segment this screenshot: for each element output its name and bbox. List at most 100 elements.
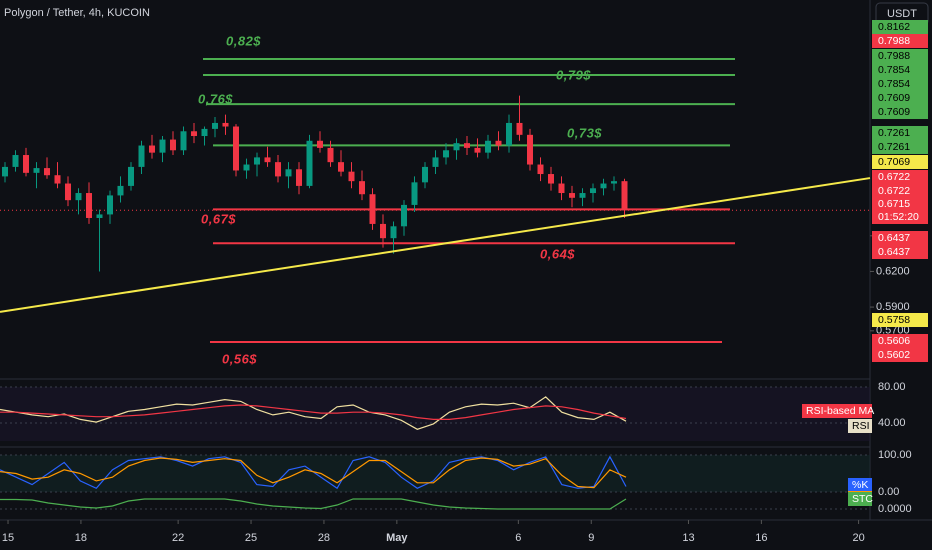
price-tag-label: 0.6722 xyxy=(878,171,910,183)
candle-body xyxy=(75,193,82,201)
price-tag xyxy=(872,63,928,77)
price-tag-label: 0.6437 xyxy=(878,246,910,258)
price-tag-label: 0.7261 xyxy=(878,127,910,139)
candle-body xyxy=(474,147,481,153)
pane-tick-label: 100.00 xyxy=(878,449,912,461)
x-tick-label: 15 xyxy=(2,532,14,544)
candle-body xyxy=(44,168,50,176)
candle-body xyxy=(516,122,523,135)
candle-body xyxy=(338,162,344,172)
panes xyxy=(0,0,932,521)
x-tick-label: 13 xyxy=(682,532,694,544)
candle-body xyxy=(306,140,313,186)
candle-body xyxy=(453,143,460,151)
pane-tick-label: 80.00 xyxy=(878,381,906,393)
price-tag-label: 0.7609 xyxy=(878,92,910,104)
candle-body xyxy=(495,140,502,146)
price-tag xyxy=(872,91,928,105)
candle-body xyxy=(411,182,418,205)
candle-body xyxy=(212,122,218,129)
candle-body xyxy=(285,169,292,177)
level-annotation: 0,82$ xyxy=(226,33,261,48)
candle-body xyxy=(569,193,575,198)
candle-body xyxy=(558,183,565,194)
price-tag-label: 0.5758 xyxy=(878,314,910,326)
indicator-tag-label: STC xyxy=(852,493,873,505)
price-tag-label: 0.5606 xyxy=(878,335,910,347)
price-tag xyxy=(872,348,928,362)
x-tick-label: 9 xyxy=(588,532,594,544)
last-price-label: 0.6715 xyxy=(878,198,910,210)
price-tag xyxy=(872,20,928,34)
level-annotation: 0,64$ xyxy=(540,246,575,261)
x-tick-label: 18 xyxy=(75,532,87,544)
indicator-line xyxy=(0,457,627,489)
candle-body xyxy=(380,223,386,239)
x-tick-label: 20 xyxy=(852,532,864,544)
candle-body xyxy=(149,145,155,153)
level-annotation: 0,73$ xyxy=(567,125,602,140)
candle-body xyxy=(527,134,533,165)
candle-body xyxy=(401,204,407,227)
price-tag xyxy=(872,140,928,154)
price-tag xyxy=(872,231,928,245)
stoch-band xyxy=(0,455,870,492)
candle-body xyxy=(443,150,449,158)
level-annotation: 0,56$ xyxy=(222,351,257,366)
price-tag xyxy=(872,126,928,140)
price-tag-label: 0.5602 xyxy=(878,349,910,361)
candle-body xyxy=(621,181,628,211)
price-tag xyxy=(872,313,928,327)
x-tick-label: 28 xyxy=(318,532,330,544)
candle-body xyxy=(23,155,29,173)
candle-body xyxy=(159,139,166,153)
candle-body xyxy=(317,140,323,148)
price-tag xyxy=(872,49,928,63)
candle-body xyxy=(180,131,187,151)
x-tick-label: 25 xyxy=(245,532,257,544)
candle-body xyxy=(243,164,250,171)
candle-body xyxy=(537,164,544,175)
price-tag-label: 0.7069 xyxy=(878,156,910,168)
candle-body xyxy=(548,174,554,184)
candle-body xyxy=(506,122,512,146)
candle-body xyxy=(432,157,439,167)
candle-body xyxy=(86,193,92,218)
price-tag-label: 0.6722 xyxy=(878,185,910,197)
price-tag xyxy=(872,245,928,259)
price-tag-label: 0.8162 xyxy=(878,21,910,33)
indicator-tag xyxy=(848,419,872,433)
currency-button-label[interactable]: USDT xyxy=(887,8,917,20)
candle-body xyxy=(485,140,491,153)
pane-tick-label: 0.00 xyxy=(878,486,899,498)
candle-body xyxy=(170,139,176,151)
rsi-band xyxy=(0,387,870,441)
candle-body xyxy=(327,147,334,163)
y-tick-label: 0.5900 xyxy=(876,301,910,313)
indicator-line xyxy=(0,498,627,510)
candle-body xyxy=(201,128,208,137)
candle-body xyxy=(107,195,113,215)
level-annotation: 0,79$ xyxy=(556,67,591,82)
candle-body xyxy=(54,175,61,184)
candle-body xyxy=(369,194,376,224)
price-tag xyxy=(872,184,928,198)
price-tag-label: 0.7988 xyxy=(878,35,910,47)
indicator-line xyxy=(0,396,627,430)
candle-body xyxy=(590,188,596,194)
candle-body xyxy=(359,181,365,195)
candle-body xyxy=(191,131,197,137)
last-price-tag xyxy=(872,197,928,224)
candle-body xyxy=(138,145,145,167)
candle-body xyxy=(296,169,302,186)
price-tag-label: 0.7988 xyxy=(878,50,910,62)
price-tag xyxy=(872,170,928,184)
indicator-tag-label: %K xyxy=(852,479,868,491)
price-tag xyxy=(872,34,928,48)
candle-body xyxy=(254,157,260,165)
candle-body xyxy=(422,166,428,183)
price-tag xyxy=(872,77,928,91)
price-tag xyxy=(872,155,928,169)
